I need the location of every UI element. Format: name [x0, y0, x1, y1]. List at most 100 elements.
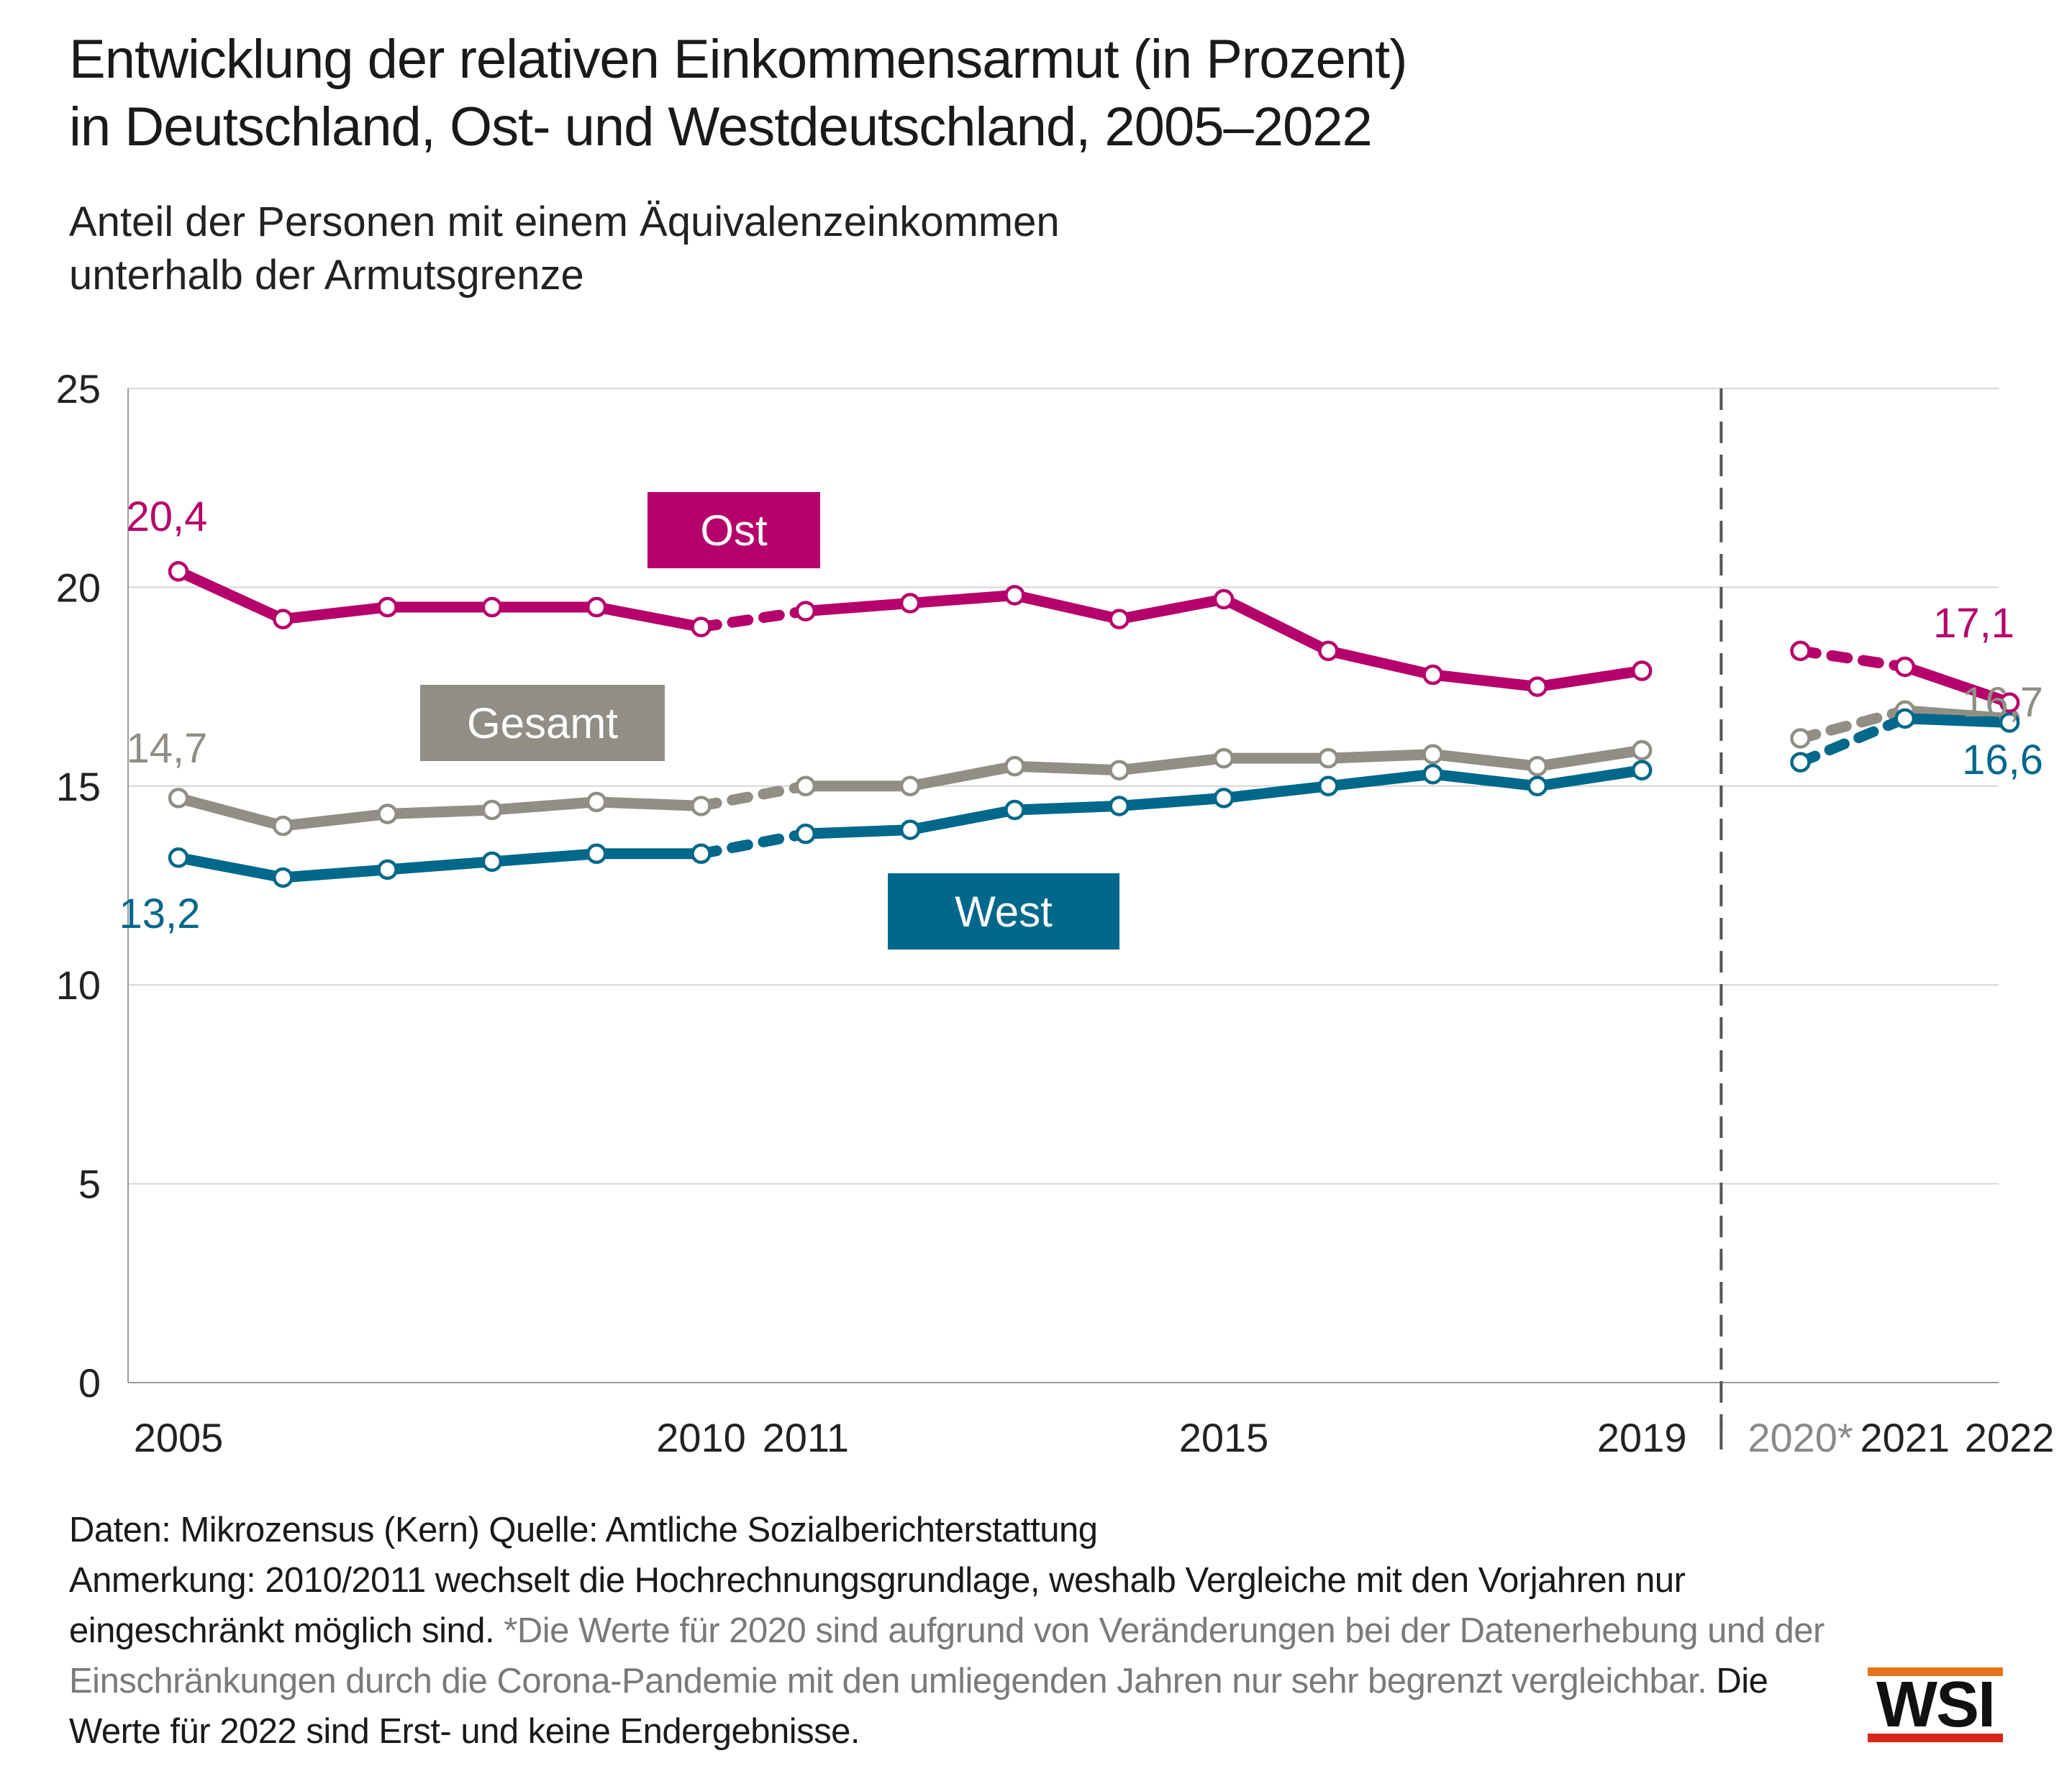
- point-ost-2020: [1790, 640, 1811, 662]
- label-ost-start: 20,4: [127, 493, 208, 540]
- line-gesamt-2020-2021: [1795, 705, 1911, 744]
- y-tick-label: 5: [78, 1162, 101, 1207]
- point-ost-2009: [586, 596, 607, 618]
- chart-title-line2: in Deutschland, Ost- und Westdeutschland…: [69, 96, 1373, 158]
- point-ost-2010: [691, 616, 712, 637]
- point-gesamt-2019: [1631, 739, 1653, 761]
- line-chart: 0 5 10 15 20 25 2005 2010 2011 2015 2019 2020* 2021…: [56, 366, 2055, 1460]
- label-west-start: 13,2: [119, 891, 201, 937]
- point-gesamt-2018: [1527, 755, 1548, 777]
- logo-text: WSI: [1876, 1669, 1996, 1741]
- point-ost-2017: [1422, 664, 1443, 686]
- chart-subtitle-line1: Anteil der Personen mit einem Äquivalenz…: [69, 199, 1060, 245]
- line-gesamt-break-2010-2011: [696, 780, 812, 811]
- point-west-2005: [168, 847, 189, 868]
- point-ost-2021: [1894, 656, 1916, 678]
- line-west-2005-2010: [173, 848, 706, 883]
- y-axis-ticks: 0 5 10 15 20 25: [56, 366, 101, 1406]
- chart-subtitle: Anteil der Personen mit einem Äquivalenz…: [69, 196, 1796, 302]
- line-ost-2020-2021: [1795, 645, 1911, 673]
- y-tick-label: 10: [56, 962, 101, 1008]
- legend-label-gesamt: Gesamt: [467, 699, 618, 747]
- grid-lines: [127, 388, 1999, 1383]
- point-gesamt-2006: [273, 815, 294, 837]
- series-legend: Ost Gesamt West: [420, 492, 1119, 950]
- label-ost-end: 17,1: [1933, 600, 2014, 647]
- point-west-2014: [1109, 796, 1130, 816]
- x-tick-label: 2021: [1860, 1415, 1950, 1460]
- x-tick-label: 2005: [134, 1415, 224, 1460]
- point-gesamt-2016: [1318, 747, 1339, 769]
- annotation-note: Anmerkung: 2010/2011 wechselt die Hochre…: [69, 1555, 1825, 1757]
- label-west-end: 16,6: [1962, 737, 2043, 783]
- point-gesamt-2017: [1422, 744, 1443, 765]
- point-ost-2011: [795, 601, 817, 622]
- point-west-2020: [1790, 752, 1811, 773]
- series-points: [168, 561, 2020, 888]
- line-gesamt-2005-2010: [173, 792, 706, 832]
- x-tick-label: 2019: [1597, 1415, 1687, 1460]
- logo-bar-orange: [1868, 1667, 2003, 1676]
- line-ost-break-2010-2011: [696, 606, 812, 633]
- point-ost-2005: [168, 561, 189, 582]
- point-gesamt-2015: [1213, 747, 1235, 769]
- point-ost-2019: [1631, 660, 1653, 681]
- point-west-2006: [273, 867, 294, 888]
- point-ost-2008: [481, 596, 503, 618]
- line-west-2021-2022: [1899, 713, 2015, 728]
- y-tick-label: 15: [56, 764, 101, 809]
- y-tick-label: 25: [56, 366, 101, 411]
- y-tick-label: 0: [78, 1360, 101, 1406]
- y-tick-label: 20: [56, 565, 101, 610]
- x-tick-label: 2015: [1179, 1415, 1269, 1460]
- point-gesamt-2020: [1790, 728, 1811, 749]
- chart-footer: Daten: Mikrozensus (Kern) Quelle: Amtlic…: [69, 1505, 1825, 1757]
- annotation-black-end: Die Werte für 2022 sind Erst- und keine …: [69, 1662, 1768, 1751]
- point-gesamt-2007: [377, 804, 398, 824]
- legend-box-ost: [648, 492, 820, 568]
- label-gesamt-start: 14,7: [127, 725, 208, 772]
- point-ost-2013: [1004, 585, 1025, 606]
- point-west-2009: [586, 843, 607, 865]
- point-west-2015: [1213, 788, 1235, 809]
- logo-bar-red: [1868, 1734, 2003, 1742]
- point-west-2017: [1422, 763, 1443, 785]
- line-ost-2005-2010: [173, 565, 706, 633]
- x-tick-label: 2010: [656, 1415, 746, 1460]
- line-west-break-2010-2011: [696, 828, 812, 860]
- point-west-2010: [691, 843, 712, 865]
- annotation-black: Anmerkung: 2010/2011 wechselt die Hochre…: [69, 1561, 1686, 1650]
- chart-title-line1: Entwicklung der relativen Einkommensarmu…: [69, 29, 1407, 90]
- chart-subtitle-line2: unterhalb der Armutsgrenze: [69, 252, 584, 299]
- point-west-2008: [481, 851, 503, 873]
- point-gesamt-2005: [168, 788, 189, 809]
- point-gesamt-2008: [481, 799, 503, 821]
- point-gesamt-2012: [899, 775, 921, 797]
- point-ost-2018: [1527, 676, 1548, 697]
- point-west-2013: [1004, 799, 1025, 821]
- point-gesamt-2013: [1004, 755, 1025, 777]
- point-ost-2006: [273, 609, 294, 629]
- point-ost-2016: [1318, 640, 1339, 662]
- legend-label-west: West: [955, 888, 1053, 936]
- annotation-grey: *Die Werte für 2020 sind aufgrund von Ve…: [69, 1611, 1825, 1701]
- point-west-2019: [1631, 760, 1653, 780]
- legend-label-ost: Ost: [700, 506, 768, 555]
- point-ost-2014: [1109, 609, 1130, 629]
- label-gesamt-end: 16,7: [1962, 679, 2043, 726]
- chart-title: Entwicklung der relativen Einkommensarmu…: [69, 26, 2012, 161]
- point-ost-2015: [1213, 588, 1235, 610]
- point-ost-2022: [1999, 692, 2020, 713]
- wsi-logo: WSI: [1868, 1667, 2003, 1742]
- point-west-2007: [377, 859, 398, 880]
- point-ost-2007: [377, 596, 398, 618]
- point-gesamt-2010: [691, 796, 712, 816]
- x-axis-ticks: 2005 2010 2011 2015 2019 2020* 2021 2022: [134, 1415, 2055, 1460]
- legend-box-west: [888, 873, 1119, 950]
- x-tick-label: 2022: [1965, 1415, 2055, 1460]
- point-ost-2012: [899, 593, 921, 614]
- point-west-2021: [1894, 708, 1916, 729]
- line-ost-2021-2022: [1899, 661, 2015, 709]
- point-west-2012: [899, 819, 921, 840]
- point-west-2022: [1999, 712, 2020, 733]
